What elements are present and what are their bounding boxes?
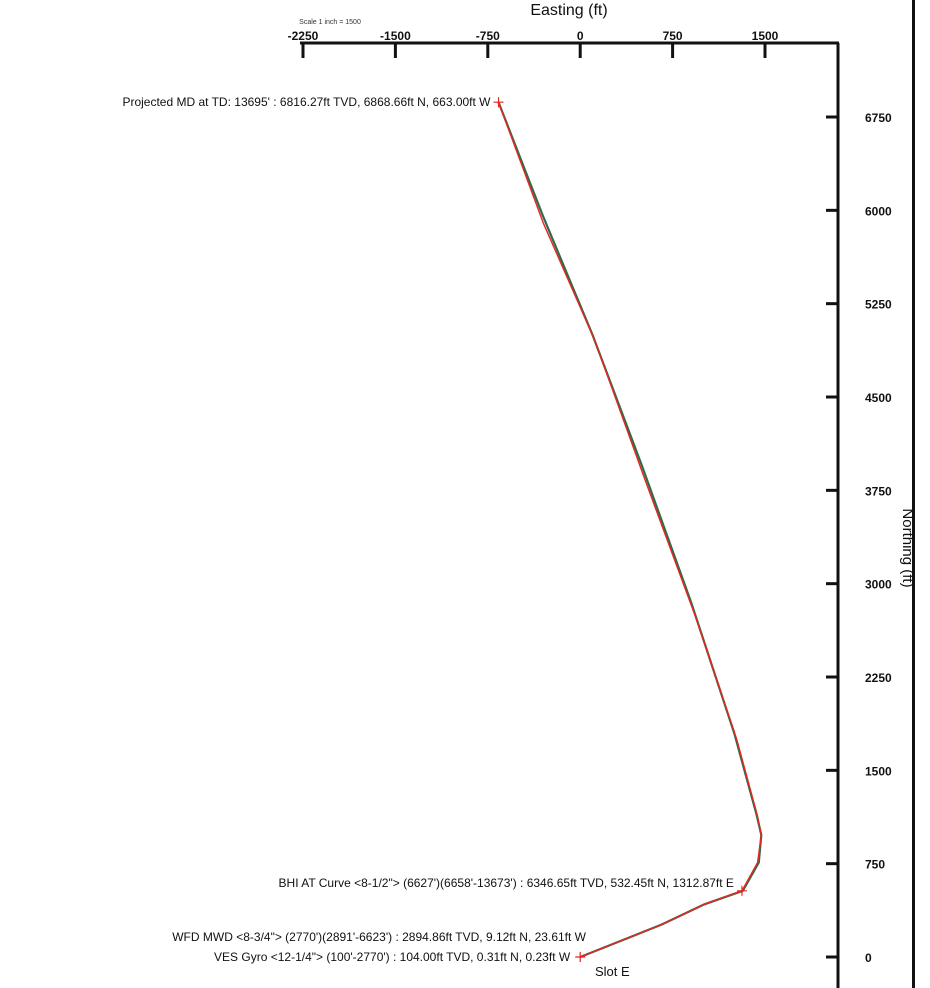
- x-tick-label: -1500: [380, 29, 411, 43]
- y-tick-label: 6750: [865, 111, 892, 125]
- y-tick-label: 750: [865, 858, 885, 872]
- y-tick-label: 4500: [865, 391, 892, 405]
- marker-projected-td: [493, 97, 504, 108]
- annotation-wfd-mwd: WFD MWD <8-3/4"> (2770')(2891'-6623') : …: [172, 930, 586, 944]
- x-tick-label: -2250: [288, 29, 319, 43]
- annotation-projected-td: Projected MD at TD: 13695' : 6816.27ft T…: [122, 95, 491, 109]
- y-tick-label: 3750: [865, 484, 892, 498]
- page-right-border: [912, 0, 915, 988]
- x-tick-label: 0: [577, 29, 584, 43]
- series-line-plan: [497, 101, 763, 959]
- y-tick-label: 0: [865, 951, 872, 965]
- series-line-actual: [497, 101, 762, 958]
- annotation-layer: Projected MD at TD: 13695' : 6816.27ft T…: [122, 95, 747, 979]
- y-tick-label: 1500: [865, 764, 892, 778]
- annotation-bhi-curve: BHI AT Curve <8-1/2"> (6627')(6658'-1367…: [279, 876, 734, 890]
- annotation-ves-gyro: VES Gyro <12-1/4"> (100'-2770') : 104.00…: [214, 950, 571, 964]
- marker-surface: [575, 952, 586, 962]
- y-axis-title: Northing (ft): [899, 508, 916, 587]
- marker-bhi-curve: [736, 885, 747, 896]
- axes-layer: -2250 -1500 -750 0 750 1500 0 750 1500 2250 3000 37…: [288, 2, 916, 988]
- scale-note: Scale 1 inch = 1500: [299, 19, 361, 26]
- y-tick-label: 5250: [865, 298, 892, 312]
- x-tick-label: 750: [663, 29, 683, 43]
- y-tick-label: 6000: [865, 204, 892, 218]
- x-axis-title: Easting (ft): [530, 2, 607, 19]
- x-tick-label: 1500: [752, 29, 779, 43]
- series-layer: [497, 101, 763, 959]
- annotation-slot-e: Slot E: [595, 964, 630, 979]
- y-tick-label: 3000: [865, 578, 892, 592]
- y-tick-label: 2250: [865, 671, 892, 685]
- x-tick-label: -750: [476, 29, 500, 43]
